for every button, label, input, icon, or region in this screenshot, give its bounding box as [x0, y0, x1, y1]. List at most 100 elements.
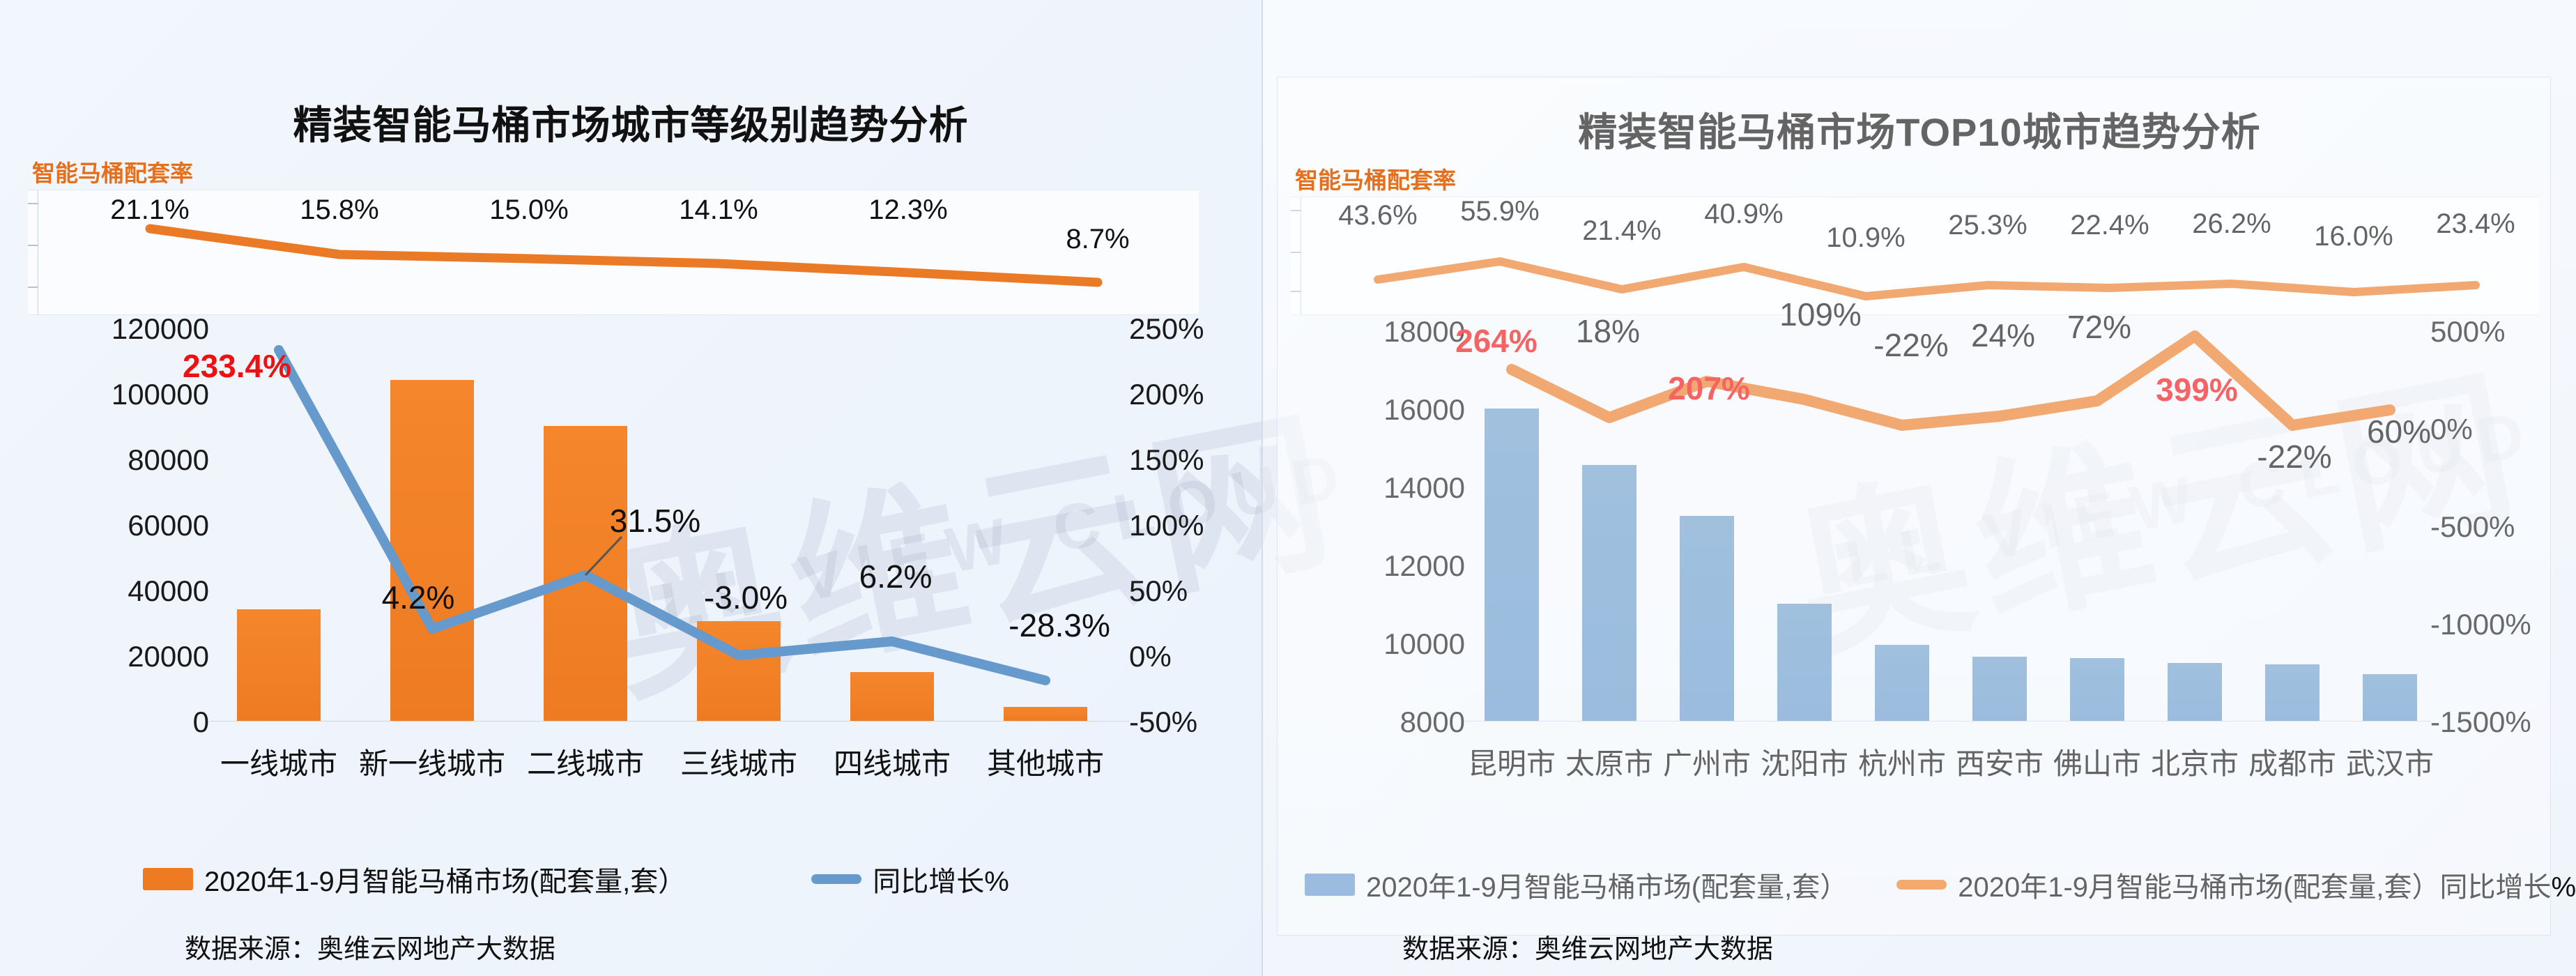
right-ytick: 8000	[1400, 706, 1465, 738]
legend-label: 2020年1-9月智能马桶市场(配套量,套）同比增长%	[1958, 872, 2576, 903]
right-ytick: 10000	[1383, 627, 1465, 660]
right-growth-label: 18%	[1575, 313, 1641, 349]
left-ytick: 80000	[128, 443, 209, 476]
legend-swatch-bar	[143, 868, 193, 890]
bar-yixian[interactable]	[237, 609, 321, 721]
left-xtick: 三线城市	[680, 747, 798, 780]
bar-xinyixian[interactable]	[390, 380, 474, 721]
right-growth-label: 109%	[1779, 296, 1862, 333]
right-mini-value: 21.4%	[1582, 215, 1662, 246]
right-chart-title: 精装智能马桶市场TOP10城市趋势分析	[1578, 110, 2261, 154]
right-mini-chart: 43.6% 55.9% 21.4% 40.9% 10.9% 25.3% 22.4…	[1291, 196, 2538, 315]
legend-item-growth[interactable]: 同比增长%	[811, 859, 1009, 899]
right-ytick: 14000	[1383, 471, 1465, 504]
bar-erxian[interactable]	[544, 426, 627, 721]
left-legend: 2020年1-9月智能马桶市场(配套量,套） 同比增长%	[143, 859, 1009, 899]
bar-guangzhou[interactable]	[1680, 516, 1734, 721]
right-xtick: 佛山市	[2053, 747, 2142, 780]
legend-label: 2020年1-9月智能马桶市场(配套量,套）	[1366, 872, 1848, 903]
bar-foshan[interactable]	[2070, 658, 2124, 721]
right-y2tick: -500%	[2430, 510, 2515, 543]
bar-qita[interactable]	[1004, 707, 1087, 721]
left-y2tick: 50%	[1129, 574, 1188, 607]
right-y2tick: 500%	[2430, 315, 2506, 348]
right-mini-value: 23.4%	[2436, 208, 2515, 239]
right-y2tick: -1500%	[2430, 706, 2531, 738]
right-ytick: 12000	[1383, 549, 1465, 582]
legend-label: 同比增长%	[873, 867, 1009, 897]
left-ytick: 100000	[111, 378, 209, 411]
right-growth-label: 60%	[2366, 413, 2432, 450]
right-mini-value: 25.3%	[1948, 210, 2027, 241]
left-ytick: 40000	[128, 574, 209, 607]
left-growth-label: 6.2%	[859, 558, 933, 595]
left-source-note: 数据来源：奥维云网地产大数据	[185, 935, 556, 964]
right-plot-area: 18000 16000 14000 12000 10000 8000 500% …	[1291, 296, 2563, 780]
left-y2tick: 200%	[1129, 378, 1204, 411]
legend-swatch-line	[811, 874, 862, 884]
right-xtick: 成都市	[2248, 747, 2337, 780]
left-mini-value: 8.7%	[1066, 224, 1130, 254]
right-mini-value: 16.0%	[2314, 221, 2393, 252]
right-chart-panel: 精装智能马桶市场TOP10城市趋势分析 43.6% 55.9% 21.4% 40…	[1262, 0, 2576, 976]
right-growth-label: 72%	[2067, 309, 2132, 345]
right-xtick: 杭州市	[1857, 747, 1947, 780]
left-chart-panel: 精装智能马桶市场城市等级别趋势分析 21.1% 15.8% 15.0% 14.1…	[0, 0, 1262, 976]
left-growth-line	[274, 345, 1050, 685]
left-growth-label: 4.2%	[381, 579, 455, 616]
left-y2tick: 250%	[1129, 312, 1204, 345]
legend-swatch-line	[1896, 880, 1947, 890]
bar-hangzhou[interactable]	[1875, 645, 1929, 721]
right-ytick: 18000	[1383, 315, 1465, 348]
bar-sixian[interactable]	[850, 672, 934, 721]
legend-item-growth[interactable]: 2020年1-9月智能马桶市场(配套量,套）同比增长%	[1896, 864, 2576, 905]
left-y2tick: 0%	[1129, 640, 1172, 673]
right-mini-value: 40.9%	[1704, 199, 1784, 229]
right-xtick: 沈阳市	[1760, 747, 1849, 780]
left-growth-label: -28.3%	[1009, 607, 1110, 643]
right-xtick: 昆明市	[1467, 747, 1556, 780]
right-ytick: 16000	[1383, 393, 1465, 426]
left-mini-ticks	[28, 190, 38, 314]
bar-taiyuan[interactable]	[1582, 465, 1636, 721]
right-growth-label: 399%	[2156, 372, 2238, 408]
right-growth-label: 264%	[1455, 323, 1538, 359]
left-ytick: 20000	[128, 640, 209, 673]
bar-beijing[interactable]	[2168, 663, 2222, 721]
right-mini-chart-label: 智能马桶配套率	[1295, 167, 1456, 193]
legend-label: 2020年1-9月智能马桶市场(配套量,套）	[204, 867, 687, 897]
right-mini-value: 22.4%	[2070, 210, 2149, 241]
right-mini-value: 10.9%	[1826, 222, 1906, 253]
left-mini-value: 12.3%	[868, 195, 948, 225]
left-ytick: 0	[192, 706, 209, 738]
right-source-note: 数据来源：奥维云网地产大数据	[1402, 935, 1774, 964]
left-growth-label: 31.5%	[609, 503, 701, 539]
left-growth-label: 233.4%	[182, 348, 292, 384]
bar-sanxian[interactable]	[697, 621, 781, 721]
right-y2tick: -1000%	[2430, 608, 2531, 641]
right-xtick: 北京市	[2150, 747, 2239, 780]
left-mini-value: 14.1%	[679, 195, 758, 225]
left-y2tick: 150%	[1129, 443, 1204, 476]
left-xtick: 一线城市	[220, 747, 338, 780]
bar-kunming[interactable]	[1485, 409, 1539, 721]
right-xtick: 广州市	[1662, 747, 1751, 780]
left-y2tick: -50%	[1129, 706, 1198, 738]
left-mini-value: 15.8%	[300, 195, 379, 225]
right-mini-line	[1374, 257, 2480, 300]
bar-shenyang[interactable]	[1777, 604, 1832, 721]
legend-item-market[interactable]: 2020年1-9月智能马桶市场(配套量,套）	[1305, 864, 1848, 905]
bar-xian[interactable]	[1972, 657, 2027, 721]
right-growth-label: -22%	[1873, 327, 1949, 363]
right-mini-value: 43.6%	[1338, 200, 1418, 231]
bar-chengdu[interactable]	[2265, 664, 2320, 721]
legend-item-market[interactable]: 2020年1-9月智能马桶市场(配套量,套）	[143, 859, 686, 899]
left-growth-label: -3.0%	[703, 579, 788, 616]
left-ytick: 60000	[128, 509, 209, 542]
left-xtick: 新一线城市	[358, 747, 506, 780]
left-mini-line	[145, 224, 1103, 287]
right-growth-label: -22%	[2257, 439, 2332, 475]
bar-wuhan[interactable]	[2363, 674, 2417, 721]
left-xtick: 二线城市	[526, 747, 645, 780]
